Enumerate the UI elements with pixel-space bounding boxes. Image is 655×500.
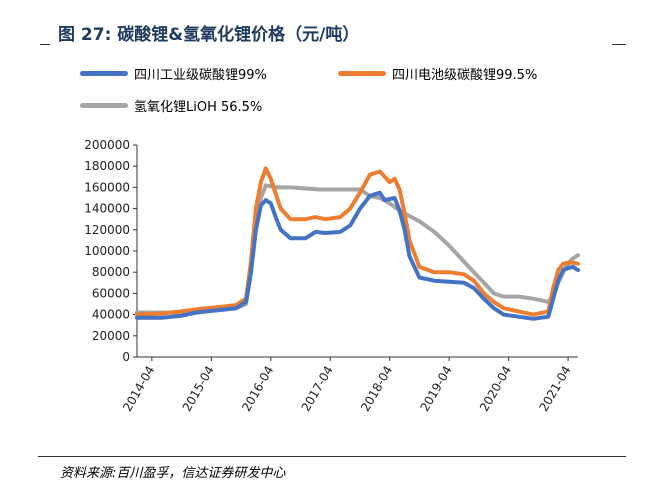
legend-swatch-gray <box>80 103 128 108</box>
y-tick-label: 0 <box>122 350 130 364</box>
series-lines <box>135 166 580 321</box>
legend-label-lioh: 氢氧化锂LiOH 56.5% <box>134 100 263 115</box>
y-tick-label: 180000 <box>84 159 130 173</box>
legend-label-battery: 四川电池级碳酸锂99.5% <box>392 68 538 83</box>
y-tick-label: 140000 <box>84 202 130 216</box>
y-axis: 0 20000 40000 60000 80000 100000 120000 140000 1… <box>84 138 138 364</box>
x-tick-label: 2016-04 <box>239 364 276 414</box>
chart-title: 图 27: 碳酸锂&氢氧化锂价格（元/吨） <box>58 25 360 45</box>
x-tick-label: 2021-04 <box>536 364 573 414</box>
source-note: 资料来源:百川盈孚，信达证券研发中心 <box>60 466 286 481</box>
x-tick-label: 2020-04 <box>477 364 514 414</box>
series-line-0 <box>135 190 580 321</box>
x-tick-label: 2015-04 <box>180 364 217 414</box>
x-tick-label: 2014-04 <box>120 364 157 414</box>
x-tick-label: 2019-04 <box>418 364 455 414</box>
x-tick-label: 2018-04 <box>358 364 395 414</box>
legend-swatch-blue <box>80 71 128 76</box>
x-axis: 2014-04 2015-04 2016-04 2017-04 2018-04 2019-… <box>120 356 578 414</box>
y-tick-label: 40000 <box>92 308 130 322</box>
y-tick-label: 200000 <box>84 138 130 152</box>
y-tick-label: 100000 <box>84 244 130 258</box>
legend-label-industrial: 四川工业级碳酸锂99% <box>134 68 267 83</box>
legend-item-lioh: 氢氧化锂LiOH 56.5% <box>80 96 262 115</box>
legend-swatch-orange <box>338 71 386 76</box>
y-tick-label: 120000 <box>84 223 130 237</box>
title-rule-right <box>612 44 626 45</box>
legend-item-industrial: 四川工业级碳酸锂99% <box>80 64 267 83</box>
y-tick-label: 80000 <box>92 265 130 279</box>
y-tick-label: 160000 <box>84 180 130 194</box>
y-tick-label: 60000 <box>92 286 130 300</box>
title-rule-left <box>40 44 50 45</box>
series-line-2 <box>135 183 580 315</box>
y-tick-label: 20000 <box>92 329 130 343</box>
legend-item-battery: 四川电池级碳酸锂99.5% <box>338 64 537 83</box>
source-rule <box>38 456 626 457</box>
x-tick-label: 2017-04 <box>299 364 336 414</box>
